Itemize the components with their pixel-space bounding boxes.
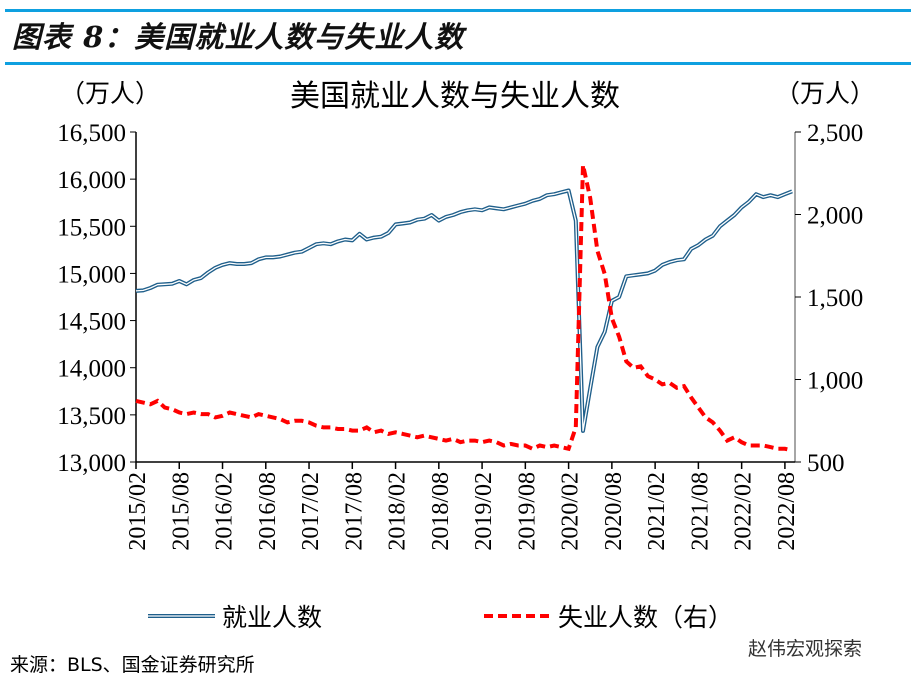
right-tick-label: 2,000 bbox=[807, 203, 863, 230]
legend-employment-label: 就业人数 bbox=[222, 603, 322, 632]
watermark: 赵伟宏观探索 bbox=[748, 638, 863, 660]
x-tick-label: 2016/02 bbox=[212, 472, 238, 551]
right-tick-label: 500 bbox=[807, 450, 845, 477]
legend: 就业人数 失业人数（右） bbox=[148, 603, 733, 632]
x-tick-label: 2020/08 bbox=[601, 472, 627, 551]
x-tick-label: 2021/02 bbox=[644, 472, 670, 551]
left-axis-unit: （万人） bbox=[60, 79, 160, 108]
x-tick-label: 2022/02 bbox=[731, 472, 757, 551]
right-axis-unit: （万人） bbox=[775, 79, 875, 108]
employment-line-inner bbox=[135, 189, 793, 432]
employment-line bbox=[135, 188, 793, 433]
left-tick-label: 15,500 bbox=[57, 214, 126, 241]
x-tick-label: 2019/08 bbox=[514, 472, 540, 551]
left-tick-label: 16,000 bbox=[57, 167, 126, 194]
x-tick-label: 2021/08 bbox=[687, 472, 713, 551]
figure-title: 图表 8：美国就业人数与失业人数 bbox=[12, 20, 465, 54]
left-tick-label: 14,000 bbox=[57, 356, 126, 383]
top-rule bbox=[5, 9, 911, 12]
right-tick-label: 1,500 bbox=[807, 285, 863, 312]
right-tick-label: 1,000 bbox=[807, 368, 863, 395]
left-tick-label: 15,000 bbox=[57, 261, 126, 288]
x-tick-label: 2016/08 bbox=[255, 472, 281, 551]
x-tick-label: 2022/08 bbox=[774, 472, 800, 551]
x-tick-label: 2018/08 bbox=[428, 472, 454, 551]
source-note: 来源：BLS、国金证券研究所 bbox=[10, 654, 255, 676]
chart-title: 美国就业人数与失业人数 bbox=[290, 79, 620, 114]
left-tick-label: 13,500 bbox=[57, 403, 126, 430]
unemployment-line bbox=[135, 164, 793, 453]
x-tick-label: 2015/08 bbox=[168, 472, 194, 551]
legend-unemployment-label: 失业人数（右） bbox=[558, 603, 733, 632]
title-rule bbox=[5, 62, 911, 65]
x-tick-label: 2018/02 bbox=[385, 472, 411, 551]
left-tick-label: 14,500 bbox=[57, 309, 126, 336]
x-tick-label: 2019/02 bbox=[471, 472, 497, 551]
x-tick-label: 2020/02 bbox=[558, 472, 584, 551]
x-tick-label: 2015/02 bbox=[125, 472, 151, 551]
left-tick-label: 16,500 bbox=[57, 120, 126, 147]
left-tick-label: 13,000 bbox=[57, 450, 126, 477]
right-tick-label: 2,500 bbox=[807, 120, 863, 147]
x-tick-label: 2017/02 bbox=[298, 472, 324, 551]
x-tick-label: 2017/08 bbox=[341, 472, 367, 551]
